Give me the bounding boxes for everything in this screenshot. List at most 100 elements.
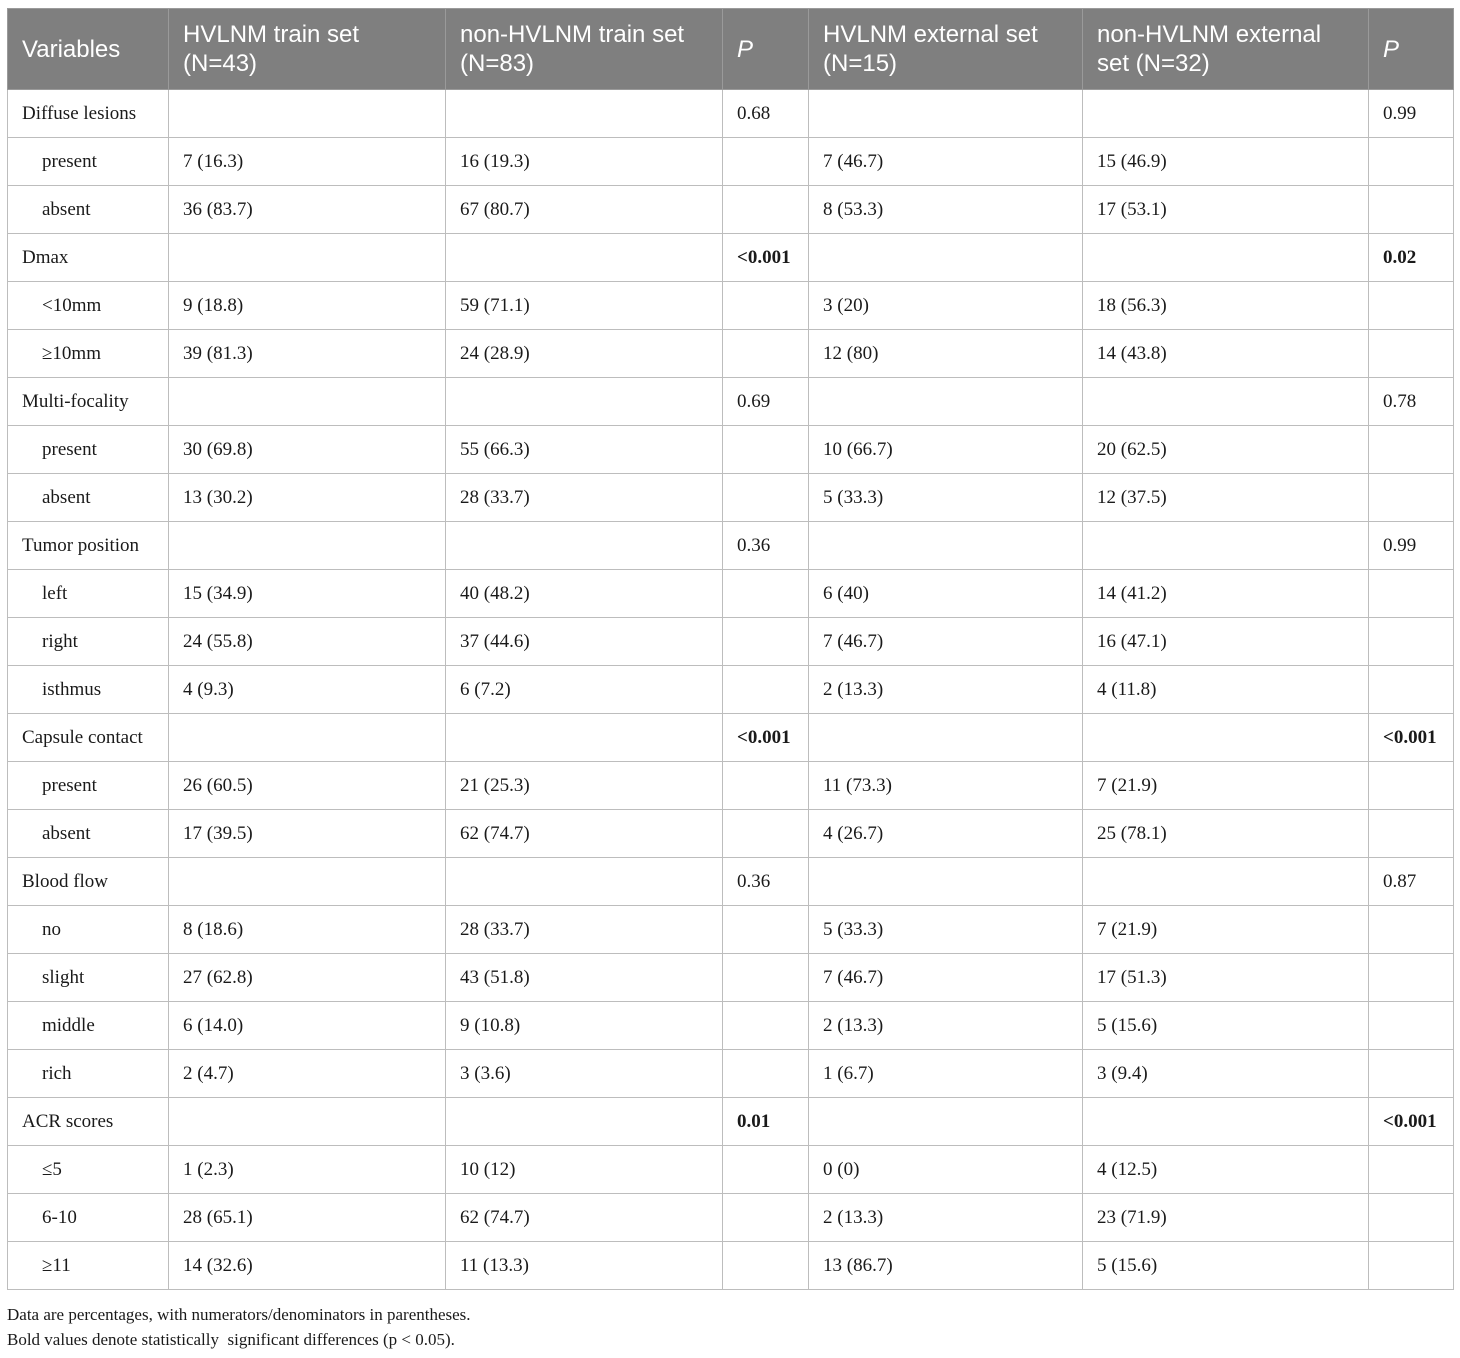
empty-cell (722, 761, 809, 810)
empty-cell (168, 713, 446, 762)
empty-cell (1368, 1145, 1454, 1194)
value-hvlnm-external: 7 (46.7) (808, 953, 1083, 1002)
empty-cell (445, 521, 723, 570)
category-label: isthmus (7, 665, 169, 714)
value-non-hvlnm-train: 6 (7.2) (445, 665, 723, 714)
value-non-hvlnm-external: 5 (15.6) (1082, 1001, 1369, 1050)
value-hvlnm-external: 13 (86.7) (808, 1241, 1083, 1290)
empty-cell (1082, 377, 1369, 426)
value-non-hvlnm-external: 18 (56.3) (1082, 281, 1369, 330)
value-hvlnm-external: 12 (80) (808, 329, 1083, 378)
empty-cell (808, 233, 1083, 282)
value-non-hvlnm-external: 15 (46.9) (1082, 137, 1369, 186)
p-value-train: <0.001 (722, 233, 809, 282)
value-non-hvlnm-external: 5 (15.6) (1082, 1241, 1369, 1290)
table-row: present 30 (69.8) 55 (66.3) 10 (66.7) 20 (62… (7, 425, 1454, 474)
empty-cell (445, 89, 723, 138)
empty-cell (722, 1145, 809, 1194)
value-hvlnm-train: 27 (62.8) (168, 953, 446, 1002)
table-row: right 24 (55.8) 37 (44.6) 7 (46.7) 16 (47.1) (7, 617, 1454, 666)
value-non-hvlnm-external: 7 (21.9) (1082, 761, 1369, 810)
value-hvlnm-external: 4 (26.7) (808, 809, 1083, 858)
value-hvlnm-train: 13 (30.2) (168, 473, 446, 522)
value-non-hvlnm-train: 62 (74.7) (445, 809, 723, 858)
empty-cell (1368, 329, 1454, 378)
empty-cell (168, 89, 446, 138)
empty-cell (168, 521, 446, 570)
empty-cell (722, 665, 809, 714)
value-hvlnm-external: 5 (33.3) (808, 473, 1083, 522)
empty-cell (1368, 185, 1454, 234)
empty-cell (722, 1001, 809, 1050)
value-non-hvlnm-train: 11 (13.3) (445, 1241, 723, 1290)
empty-cell (1368, 1241, 1454, 1290)
value-non-hvlnm-train: 24 (28.9) (445, 329, 723, 378)
category-label: absent (7, 185, 169, 234)
empty-cell (1082, 521, 1369, 570)
table-row: <10mm 9 (18.8) 59 (71.1) 3 (20) 18 (56.3) (7, 281, 1454, 330)
category-label: left (7, 569, 169, 618)
table-group-row: Blood flow 0.36 0.87 (7, 857, 1454, 906)
empty-cell (168, 377, 446, 426)
category-label: ≥10mm (7, 329, 169, 378)
p-value-train: 0.69 (722, 377, 809, 426)
value-hvlnm-train: 15 (34.9) (168, 569, 446, 618)
value-non-hvlnm-external: 4 (11.8) (1082, 665, 1369, 714)
value-non-hvlnm-train: 21 (25.3) (445, 761, 723, 810)
empty-cell (1082, 233, 1369, 282)
table-row: ≥11 14 (32.6) 11 (13.3) 13 (86.7) 5 (15.6) (7, 1241, 1454, 1290)
table-body: Diffuse lesions 0.68 0.99 present 7 (16.3) 16… (7, 89, 1454, 1290)
empty-cell (1368, 281, 1454, 330)
value-non-hvlnm-train: 28 (33.7) (445, 905, 723, 954)
category-label: right (7, 617, 169, 666)
empty-cell (1082, 857, 1369, 906)
category-label: absent (7, 809, 169, 858)
value-hvlnm-train: 17 (39.5) (168, 809, 446, 858)
empty-cell (1368, 1001, 1454, 1050)
empty-cell (1082, 89, 1369, 138)
header-hvlnm-train: HVLNM train set (N=43) (168, 8, 446, 90)
empty-cell (722, 281, 809, 330)
value-hvlnm-train: 7 (16.3) (168, 137, 446, 186)
value-non-hvlnm-train: 10 (12) (445, 1145, 723, 1194)
empty-cell (722, 617, 809, 666)
value-hvlnm-train: 39 (81.3) (168, 329, 446, 378)
value-hvlnm-train: 6 (14.0) (168, 1001, 446, 1050)
category-label: rich (7, 1049, 169, 1098)
value-hvlnm-train: 36 (83.7) (168, 185, 446, 234)
empty-cell (722, 569, 809, 618)
value-non-hvlnm-external: 25 (78.1) (1082, 809, 1369, 858)
value-non-hvlnm-train: 67 (80.7) (445, 185, 723, 234)
table-row: rich 2 (4.7) 3 (3.6) 1 (6.7) 3 (9.4) (7, 1049, 1454, 1098)
variable-label: Tumor position (7, 521, 169, 570)
p-value-external: <0.001 (1368, 713, 1454, 762)
empty-cell (808, 1097, 1083, 1146)
table-group-row: ACR scores 0.01 <0.001 (7, 1097, 1454, 1146)
value-hvlnm-external: 2 (13.3) (808, 1193, 1083, 1242)
category-label: absent (7, 473, 169, 522)
table-row: present 26 (60.5) 21 (25.3) 11 (73.3) 7 (21.… (7, 761, 1454, 810)
empty-cell (722, 905, 809, 954)
header-variables: Variables (7, 8, 169, 90)
p-value-train: 0.68 (722, 89, 809, 138)
table-row: ≥10mm 39 (81.3) 24 (28.9) 12 (80) 14 (43.8) (7, 329, 1454, 378)
empty-cell (1368, 1193, 1454, 1242)
value-hvlnm-train: 30 (69.8) (168, 425, 446, 474)
value-non-hvlnm-external: 20 (62.5) (1082, 425, 1369, 474)
value-non-hvlnm-train: 40 (48.2) (445, 569, 723, 618)
empty-cell (445, 857, 723, 906)
value-hvlnm-train: 14 (32.6) (168, 1241, 446, 1290)
value-non-hvlnm-train: 55 (66.3) (445, 425, 723, 474)
empty-cell (1368, 905, 1454, 954)
empty-cell (722, 185, 809, 234)
value-non-hvlnm-external: 4 (12.5) (1082, 1145, 1369, 1194)
table-group-row: Capsule contact <0.001 <0.001 (7, 713, 1454, 762)
table-group-row: Diffuse lesions 0.68 0.99 (7, 89, 1454, 138)
value-hvlnm-train: 28 (65.1) (168, 1193, 446, 1242)
value-hvlnm-train: 8 (18.6) (168, 905, 446, 954)
empty-cell (722, 425, 809, 474)
value-hvlnm-external: 5 (33.3) (808, 905, 1083, 954)
header-non-hvlnm-train: non-HVLNM train set (N=83) (445, 8, 723, 90)
empty-cell (1368, 809, 1454, 858)
category-label: present (7, 761, 169, 810)
